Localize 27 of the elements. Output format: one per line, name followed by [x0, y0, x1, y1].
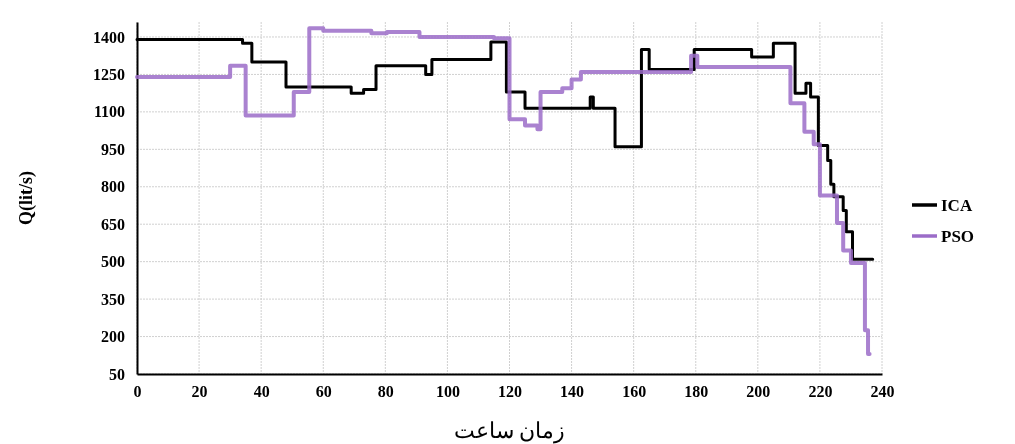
- x-tick-label: 180: [684, 383, 709, 401]
- x-tick-label: 40: [253, 383, 270, 401]
- y-tick-label: 1400: [93, 28, 125, 46]
- x-tick-label: 220: [808, 383, 833, 401]
- y-axis-title: Q(lit/s): [16, 171, 37, 225]
- x-tick-label: 200: [746, 383, 771, 401]
- y-tick-label: 350: [101, 290, 125, 308]
- y-tick-label: 800: [101, 178, 125, 196]
- x-tick-label: 60: [315, 383, 332, 401]
- legend-label: PSO: [941, 227, 975, 246]
- y-tick-label: 50: [109, 365, 125, 383]
- y-tick-label: 200: [101, 328, 125, 346]
- y-tick-label: 950: [101, 140, 125, 158]
- y-tick-label: 1100: [93, 103, 125, 121]
- y-tick-label: 650: [101, 215, 125, 233]
- y-tick-label: 1250: [93, 66, 125, 84]
- x-tick-label: 140: [560, 383, 585, 401]
- x-axis-title: زمان ساعت: [453, 418, 566, 444]
- x-tick-label: 100: [435, 383, 460, 401]
- x-tick-label: 160: [622, 383, 647, 401]
- legend-label: ICA: [941, 196, 973, 215]
- y-tick-label: 500: [101, 253, 125, 271]
- x-tick-label: 20: [191, 383, 208, 401]
- x-tick-label: 0: [133, 383, 142, 401]
- x-tick-label: 80: [377, 383, 394, 401]
- x-tick-label: 240: [870, 383, 895, 401]
- x-tick-label: 120: [498, 383, 522, 401]
